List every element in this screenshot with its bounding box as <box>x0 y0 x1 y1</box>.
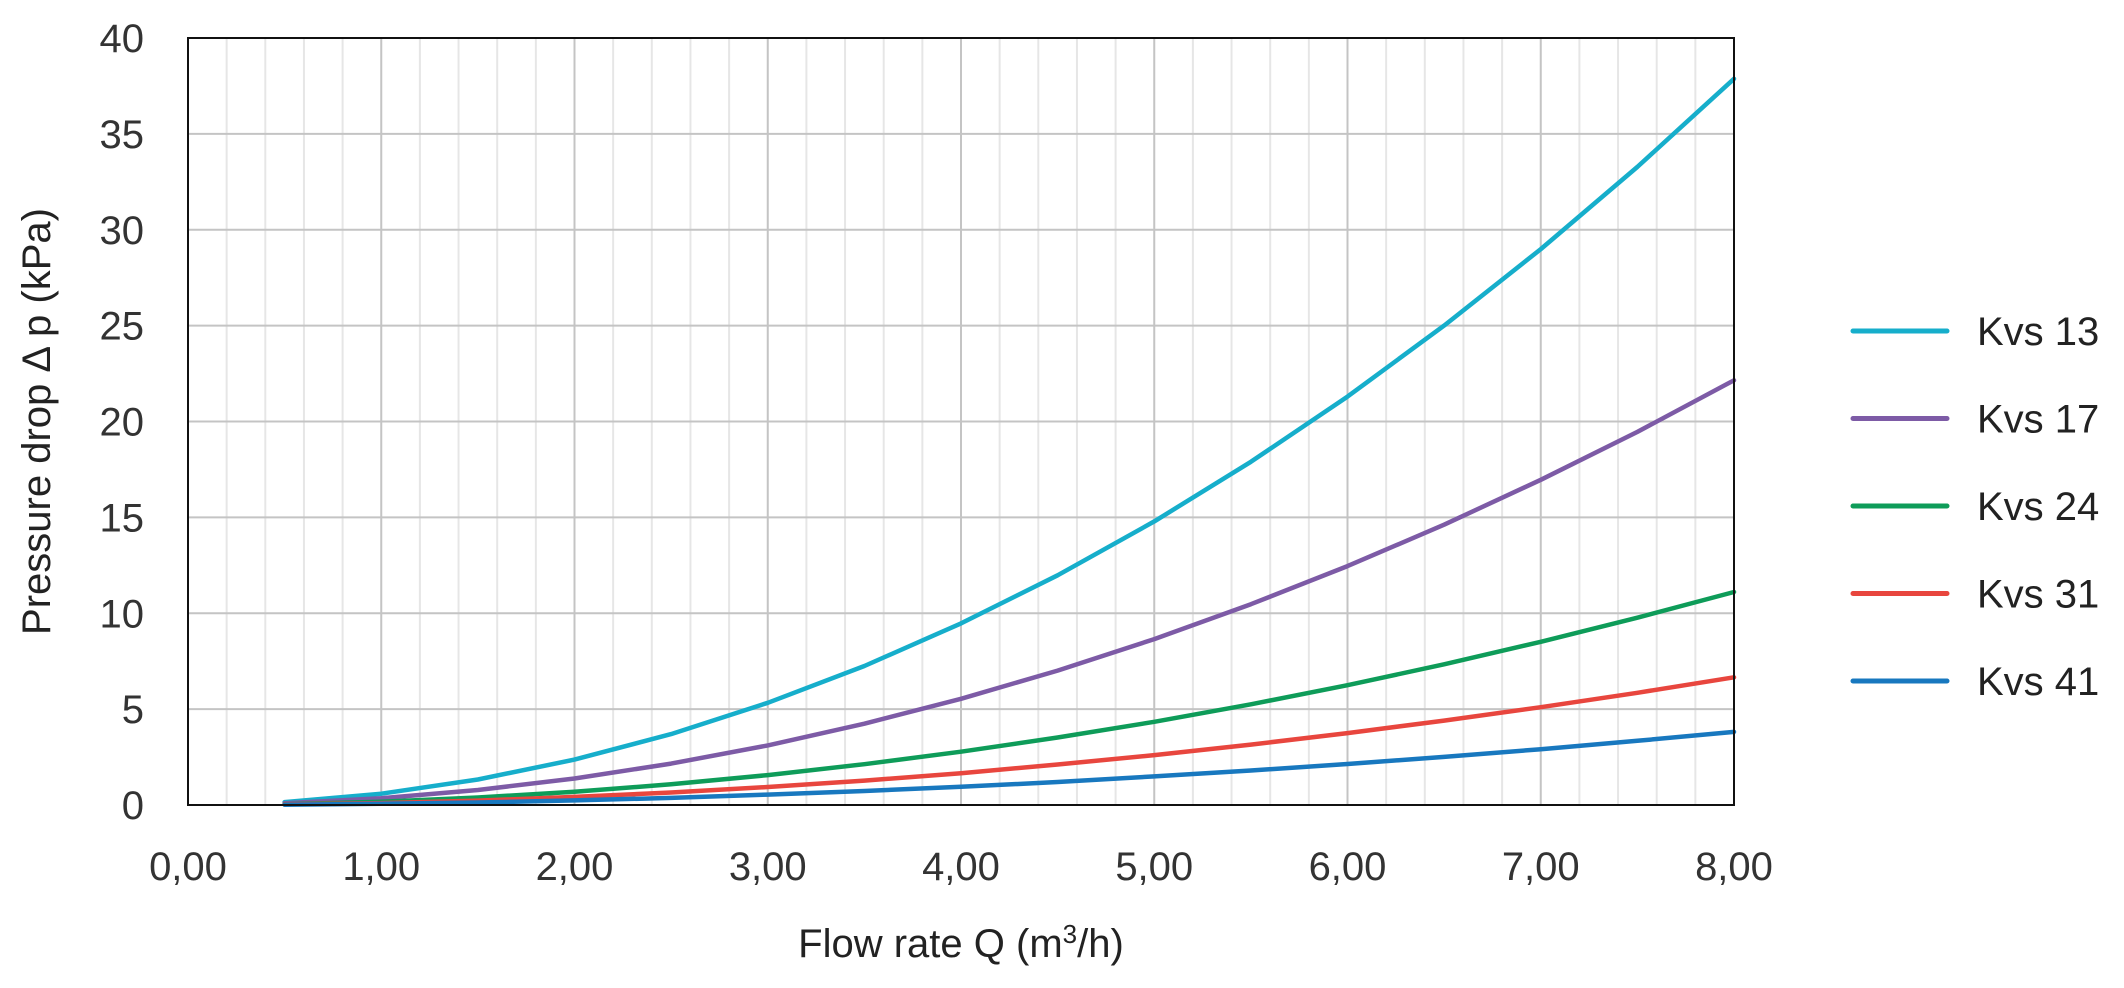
x-tick-label: 3,00 <box>729 845 807 889</box>
x-tick-label: 8,00 <box>1695 845 1773 889</box>
plot-frame <box>187 37 1735 806</box>
y-tick-label: 20 <box>100 401 145 445</box>
y-tick-label: 25 <box>100 305 145 349</box>
x-tick-label: 2,00 <box>536 845 614 889</box>
y-axis-title: Pressure drop Δ p (kPa) <box>15 208 59 635</box>
legend-label: Kvs 24 <box>1977 485 2099 529</box>
series-line <box>282 729 1737 808</box>
x-tick-label: 6,00 <box>1309 845 1387 889</box>
x-axis-title-superscript: 3 <box>1063 919 1077 949</box>
x-tick-label: 5,00 <box>1115 845 1193 889</box>
legend-label: Kvs 13 <box>1977 310 2099 354</box>
series-line <box>282 589 1737 807</box>
y-tick-label: 40 <box>100 17 145 61</box>
x-axis-title-suffix: /h) <box>1077 922 1124 966</box>
x-axis-title: Flow rate Q (m3/h) <box>798 919 1124 966</box>
x-tick-label: 1,00 <box>342 845 420 889</box>
series-line <box>282 675 1737 807</box>
major-grid <box>188 38 1734 805</box>
x-tick-label: 7,00 <box>1502 845 1580 889</box>
x-axis-title-prefix: Flow rate Q (m <box>798 922 1062 966</box>
y-tick-label: 0 <box>122 784 144 828</box>
series-line <box>282 76 1737 805</box>
x-axis-ticks: 0,00 1,00 2,00 3,00 4,00 5,00 6,00 7,00 8,00 <box>149 845 1773 889</box>
legend: Kvs 13 Kvs 17 Kvs 24 Kvs 31 Kvs 41 <box>1850 310 2099 704</box>
legend-label: Kvs 41 <box>1977 660 2099 704</box>
y-tick-label: 10 <box>100 592 145 636</box>
x-tick-label: 0,00 <box>149 845 227 889</box>
series-layer <box>282 76 1737 808</box>
legend-label: Kvs 31 <box>1977 573 2099 617</box>
x-tick-label: 4,00 <box>922 845 1000 889</box>
y-tick-label: 15 <box>100 496 145 540</box>
legend-label: Kvs 17 <box>1977 398 2099 442</box>
y-tick-label: 30 <box>100 209 145 253</box>
y-axis-ticks: 0 5 10 15 20 25 30 35 40 <box>100 17 145 828</box>
y-tick-label: 35 <box>100 113 145 157</box>
series-line <box>282 378 1737 806</box>
y-tick-label: 5 <box>122 688 144 732</box>
